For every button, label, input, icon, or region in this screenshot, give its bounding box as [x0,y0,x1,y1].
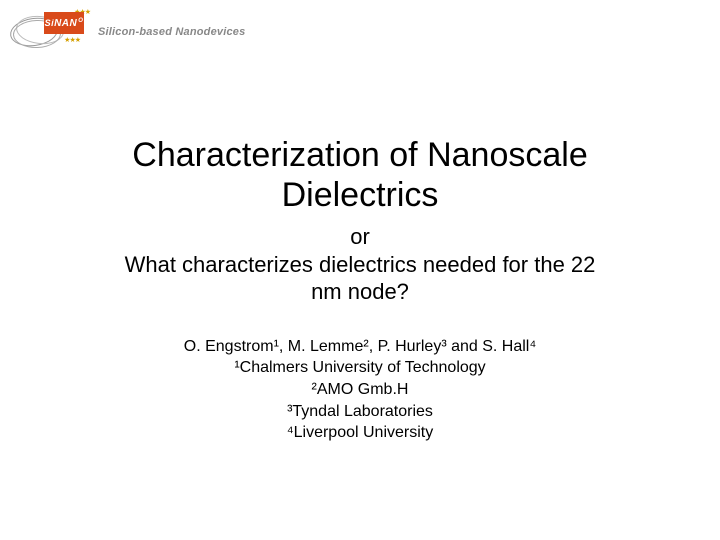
affiliation-1: ¹Chalmers University of Technology [0,357,720,379]
slide-title: Characterization of Nanoscale Dielectric… [0,135,720,215]
authors-line: O. Engstrom¹, M. Lemme², P. Hurley³ and … [0,336,720,358]
subtitle-line-1: or [350,224,370,249]
affiliation-3: ³Tyndal Laboratories [0,401,720,423]
title-line-2: Dielectrics [282,176,439,214]
logo-graphic: ★★★ SiNANO ★★★ [10,10,90,54]
slide-content: Characterization of Nanoscale Dielectric… [0,135,720,444]
subtitle-line-3: nm node? [311,279,409,304]
affiliation-2: ²AMO Gmb.H [0,379,720,401]
header-logo-area: ★★★ SiNANO ★★★ Silicon-based Nanodevices [10,10,245,54]
slide: ★★★ SiNANO ★★★ Silicon-based Nanodevices… [0,0,720,540]
authors-block: O. Engstrom¹, M. Lemme², P. Hurley³ and … [0,336,720,444]
subtitle-line-2: What characterizes dielectrics needed fo… [125,252,596,277]
slide-subtitle: or What characterizes dielectrics needed… [0,223,720,306]
eu-stars-icon: ★★★ [64,36,80,44]
logo-subtitle: Silicon-based Nanodevices [98,26,245,38]
title-line-1: Characterization of Nanoscale [132,136,587,174]
affiliation-4: ⁴Liverpool University [0,422,720,444]
logo-brand-box: SiNANO [44,12,84,34]
